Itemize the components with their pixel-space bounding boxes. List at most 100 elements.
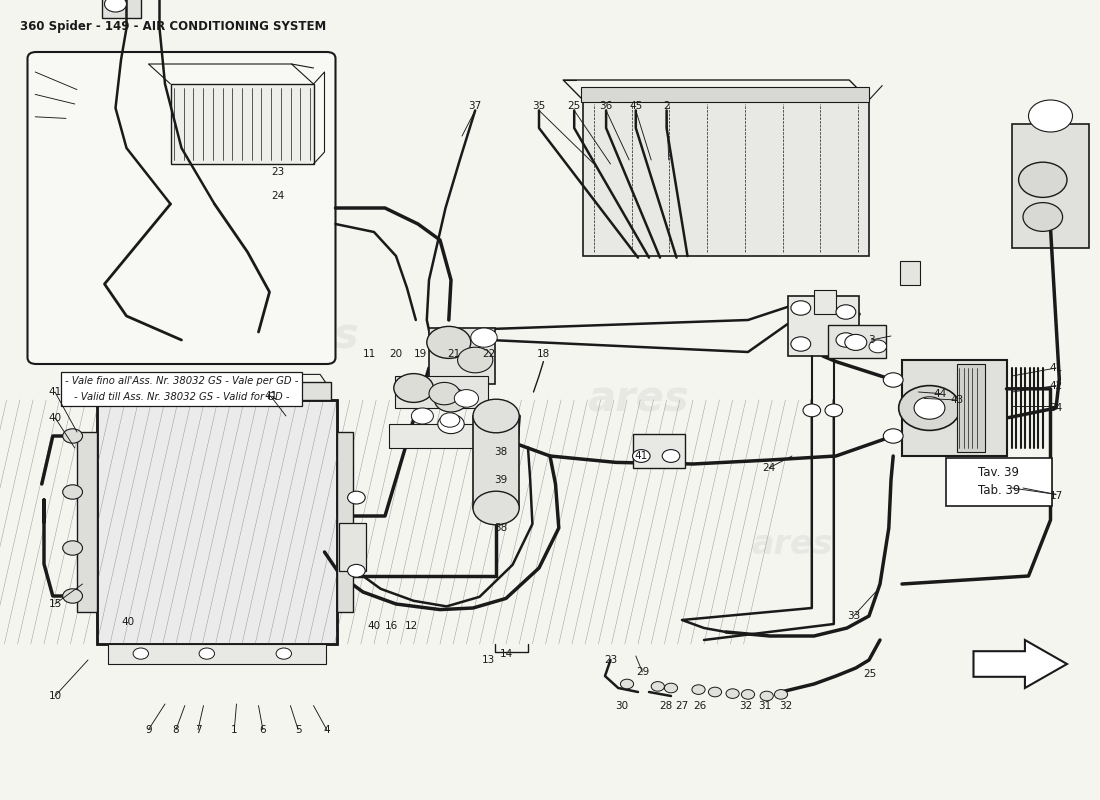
Text: 16: 16 bbox=[385, 621, 398, 630]
Circle shape bbox=[473, 491, 519, 525]
Circle shape bbox=[664, 683, 678, 693]
Circle shape bbox=[458, 347, 493, 373]
Text: 13: 13 bbox=[482, 655, 495, 665]
Text: 360 Spider - 149 - AIR CONDITIONING SYSTEM: 360 Spider - 149 - AIR CONDITIONING SYST… bbox=[20, 20, 326, 33]
Text: 41: 41 bbox=[48, 387, 62, 397]
Text: 28: 28 bbox=[659, 701, 672, 710]
Text: 41: 41 bbox=[1049, 363, 1063, 373]
Text: 5: 5 bbox=[295, 725, 301, 734]
Text: 38: 38 bbox=[494, 447, 507, 457]
Text: Tav. 39
Tab. 39: Tav. 39 Tab. 39 bbox=[978, 466, 1020, 497]
Text: 45: 45 bbox=[629, 101, 642, 110]
Circle shape bbox=[651, 682, 664, 691]
Circle shape bbox=[741, 690, 755, 699]
Text: 22: 22 bbox=[482, 349, 495, 358]
Circle shape bbox=[394, 374, 433, 402]
Circle shape bbox=[662, 450, 680, 462]
Circle shape bbox=[454, 390, 478, 407]
Bar bbox=[788, 296, 859, 356]
Text: 1: 1 bbox=[231, 725, 238, 734]
Circle shape bbox=[760, 691, 773, 701]
Text: 6: 6 bbox=[260, 725, 266, 734]
Circle shape bbox=[276, 648, 292, 659]
Circle shape bbox=[427, 326, 471, 358]
Circle shape bbox=[791, 301, 811, 315]
Text: 42: 42 bbox=[1049, 381, 1063, 390]
Text: 32: 32 bbox=[779, 701, 792, 710]
Circle shape bbox=[411, 408, 433, 424]
Circle shape bbox=[914, 397, 945, 419]
Bar bbox=[957, 364, 984, 452]
Bar bbox=[395, 376, 488, 408]
Text: ares: ares bbox=[257, 315, 359, 357]
Text: 32: 32 bbox=[739, 701, 752, 710]
Text: 4: 4 bbox=[323, 725, 330, 734]
Text: 25: 25 bbox=[864, 669, 877, 678]
Circle shape bbox=[869, 340, 887, 353]
Circle shape bbox=[883, 429, 903, 443]
Polygon shape bbox=[974, 640, 1067, 688]
Bar bbox=[900, 261, 920, 285]
Text: 2: 2 bbox=[663, 101, 670, 110]
Text: 33: 33 bbox=[847, 611, 860, 621]
Text: 15: 15 bbox=[48, 599, 62, 609]
Text: 39: 39 bbox=[494, 475, 507, 485]
Circle shape bbox=[836, 333, 856, 347]
Text: 41: 41 bbox=[264, 391, 277, 401]
Bar bbox=[108, 644, 326, 664]
Bar bbox=[1012, 124, 1089, 248]
Circle shape bbox=[348, 565, 365, 578]
Bar bbox=[632, 434, 685, 468]
Text: 20: 20 bbox=[389, 349, 403, 358]
Text: 19: 19 bbox=[414, 349, 427, 358]
Text: - Vale fino all'Ass. Nr. 38032 GS - Vale per GD -
- Valid till Ass. Nr. 38032 GS: - Vale fino all'Ass. Nr. 38032 GS - Vale… bbox=[65, 376, 298, 402]
Text: ares: ares bbox=[751, 527, 833, 561]
Text: 40: 40 bbox=[48, 413, 62, 422]
Text: 40: 40 bbox=[121, 617, 134, 626]
Text: 27: 27 bbox=[675, 701, 689, 710]
Text: 36: 36 bbox=[600, 101, 613, 110]
Circle shape bbox=[845, 334, 867, 350]
Bar bbox=[814, 290, 836, 314]
Circle shape bbox=[774, 690, 788, 699]
Circle shape bbox=[434, 388, 468, 412]
Text: 18: 18 bbox=[537, 349, 550, 358]
Text: 38: 38 bbox=[494, 523, 507, 533]
Circle shape bbox=[1028, 100, 1072, 132]
Bar bbox=[102, 0, 141, 18]
Circle shape bbox=[692, 685, 705, 694]
Circle shape bbox=[803, 404, 821, 417]
Text: 43: 43 bbox=[950, 395, 964, 405]
Circle shape bbox=[791, 337, 811, 351]
Circle shape bbox=[348, 491, 365, 504]
Bar bbox=[583, 100, 869, 256]
Circle shape bbox=[899, 386, 960, 430]
Bar bbox=[339, 523, 366, 571]
Circle shape bbox=[708, 687, 722, 697]
Text: 3: 3 bbox=[868, 335, 875, 345]
Text: 7: 7 bbox=[195, 725, 201, 734]
Bar bbox=[337, 432, 353, 612]
Circle shape bbox=[63, 429, 82, 443]
Text: 31: 31 bbox=[758, 701, 771, 710]
Text: 24: 24 bbox=[762, 463, 776, 473]
Text: 44: 44 bbox=[934, 389, 947, 398]
Text: 25: 25 bbox=[568, 101, 581, 110]
Text: 17: 17 bbox=[1049, 491, 1063, 501]
Bar bbox=[170, 84, 314, 164]
Bar bbox=[389, 424, 488, 448]
Circle shape bbox=[429, 382, 460, 405]
Text: 40: 40 bbox=[367, 621, 381, 630]
Bar bbox=[77, 432, 97, 612]
Circle shape bbox=[104, 0, 126, 12]
Circle shape bbox=[471, 328, 497, 347]
Bar bbox=[102, 382, 331, 400]
Circle shape bbox=[473, 399, 519, 433]
Circle shape bbox=[825, 404, 843, 417]
Bar bbox=[946, 458, 1052, 506]
FancyBboxPatch shape bbox=[28, 52, 335, 364]
Circle shape bbox=[63, 541, 82, 555]
Text: 14: 14 bbox=[499, 649, 513, 658]
Circle shape bbox=[438, 414, 464, 434]
Bar bbox=[97, 400, 337, 644]
